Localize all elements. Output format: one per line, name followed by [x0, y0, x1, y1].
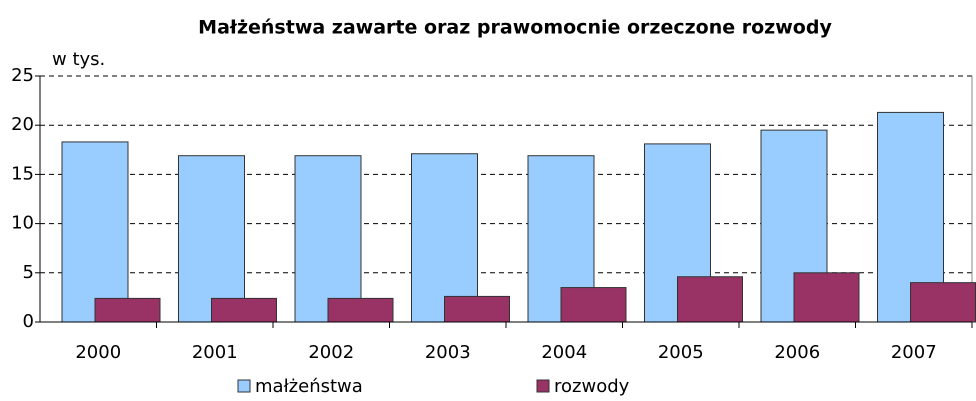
bar: [910, 282, 976, 323]
y-tick-label: 20: [11, 114, 34, 135]
bar: [560, 287, 627, 323]
y-tick-label: 15: [11, 163, 34, 184]
x-tick-label: 2001: [192, 342, 238, 363]
bar: [444, 295, 510, 323]
chart-title: Małżeństwa zawarte oraz prawomocnie orze…: [198, 17, 832, 39]
x-tick-label: 2003: [425, 342, 471, 363]
bar: [677, 276, 743, 323]
bar: [411, 153, 478, 323]
y-axis-label: w tys.: [52, 49, 105, 70]
y-tick-label: 5: [23, 262, 34, 283]
legend-swatch: [536, 379, 550, 393]
x-tick-label: 2006: [774, 342, 820, 363]
x-tick-label: 2007: [891, 342, 937, 363]
y-tick-label: 10: [11, 213, 34, 234]
x-tick-label: 2005: [658, 342, 704, 363]
y-tick-label: 0: [23, 311, 34, 332]
bar: [61, 141, 129, 323]
legend-swatch: [237, 379, 251, 393]
bar: [327, 297, 394, 323]
bar: [294, 155, 362, 323]
bar: [178, 155, 245, 323]
bar: [793, 272, 860, 323]
legend-label: małżeństwa: [255, 376, 363, 397]
y-tick-label: 25: [11, 65, 34, 86]
x-tick-label: 2002: [308, 342, 354, 363]
bar: [94, 297, 161, 323]
bar: [211, 297, 277, 323]
legend-label: rozwody: [554, 376, 630, 397]
x-tick-label: 2000: [75, 342, 121, 363]
x-tick-label: 2004: [541, 342, 587, 363]
